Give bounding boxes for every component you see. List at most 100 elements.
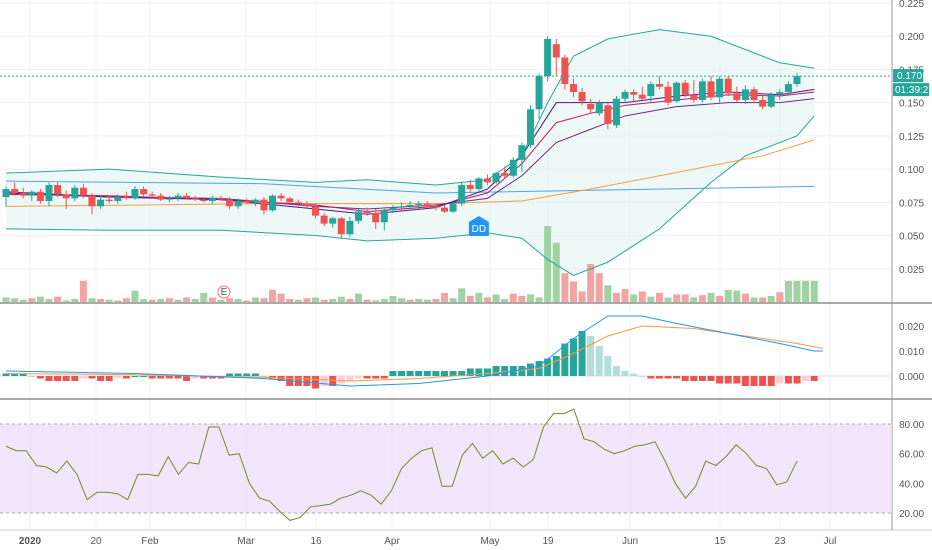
x-tick-label: 16 — [310, 536, 322, 547]
candle — [621, 92, 629, 99]
macd-histogram-bar — [466, 368, 474, 376]
volume-bar — [131, 290, 139, 302]
volume-bar — [372, 300, 380, 302]
volume-bar — [380, 298, 388, 302]
volume-bar — [741, 293, 749, 302]
macd-histogram-bar — [621, 371, 629, 376]
candle — [526, 109, 534, 146]
candle — [475, 178, 483, 190]
candle — [544, 38, 552, 77]
volume-bar — [294, 299, 302, 302]
rsi-tick-label: 20.00 — [899, 509, 924, 520]
volume-bar — [28, 298, 36, 302]
macd-histogram-bar — [664, 376, 672, 379]
macd-histogram-bar — [458, 371, 466, 376]
candle — [561, 57, 569, 85]
volume-bar — [630, 294, 638, 302]
volume-bar — [690, 297, 698, 302]
macd-histogram-bar — [114, 376, 122, 379]
candle — [492, 173, 500, 183]
volume-bar — [587, 264, 595, 302]
candle — [655, 84, 663, 87]
macd-histogram-bar — [183, 376, 191, 381]
candle — [71, 187, 79, 199]
macd-histogram-bar — [122, 376, 130, 379]
macd-histogram-bar — [544, 358, 552, 376]
macd-histogram-bar — [28, 376, 36, 377]
macd-histogram-bar — [320, 376, 328, 386]
volume-bar — [234, 298, 242, 302]
candle — [363, 211, 371, 213]
volume-bar — [355, 293, 363, 302]
macd-histogram-bar — [690, 376, 698, 381]
price-tick-label: 0.150 — [899, 99, 924, 110]
macd-histogram-bar — [363, 376, 371, 379]
volume-bar — [552, 242, 560, 302]
volume-bar — [595, 273, 603, 302]
x-tick-label: May — [481, 536, 500, 547]
candle — [157, 195, 165, 200]
candle — [294, 202, 302, 204]
macd-histogram-bar — [251, 373, 259, 376]
candle — [458, 185, 466, 204]
x-tick-label: Jun — [622, 536, 638, 547]
macd-histogram-bar — [492, 366, 500, 376]
volume-bar — [647, 296, 655, 302]
macd-histogram-bar — [724, 376, 732, 384]
macd-line — [5, 315, 823, 387]
x-tick-label: Jul — [824, 536, 837, 547]
macd-histogram-bar — [707, 376, 715, 381]
volume-bar — [337, 296, 345, 302]
macd-histogram-bar — [432, 371, 440, 376]
candle — [501, 173, 509, 176]
macd-histogram-bar — [36, 376, 44, 379]
volume-bar — [750, 297, 758, 302]
candle — [97, 199, 105, 207]
volume-bar — [612, 292, 620, 302]
candle — [346, 220, 354, 235]
macd-histogram-bar — [810, 376, 818, 381]
candle — [88, 195, 96, 207]
candle — [380, 210, 388, 223]
macd-histogram-bar — [630, 373, 638, 376]
macd-histogram-bar — [587, 336, 595, 376]
macd-histogram-bar — [312, 376, 320, 389]
volume-bar — [11, 298, 19, 302]
macd-histogram-bar — [208, 376, 216, 379]
candle — [612, 98, 620, 126]
rsi-tick-label: 80.00 — [899, 420, 924, 431]
x-tick-label: 2020 — [19, 536, 42, 547]
volume-bar — [277, 293, 285, 302]
candle — [226, 199, 234, 207]
candle — [741, 89, 749, 101]
macd-histogram-bar — [578, 331, 586, 376]
candle — [200, 199, 208, 202]
price-tick-label: 0.125 — [899, 132, 924, 143]
volume-bar — [509, 293, 517, 302]
macd-histogram-bar — [767, 376, 775, 386]
macd-histogram-bar — [398, 371, 405, 376]
candle — [432, 206, 440, 208]
volume-bar — [148, 299, 156, 302]
macd-histogram-bar — [741, 376, 749, 386]
candle — [578, 92, 586, 102]
candle — [183, 195, 191, 199]
candles[interactable] — [2, 36, 801, 239]
candle — [45, 185, 53, 202]
candle — [372, 212, 380, 223]
candle — [329, 218, 337, 224]
earnings-marker-label: E — [221, 287, 228, 298]
volume-bar — [226, 298, 234, 302]
volume-bar — [415, 298, 423, 302]
candle — [664, 86, 672, 103]
rsi-tick-label: 60.00 — [899, 450, 924, 461]
annotations: DD E — [217, 216, 489, 299]
macd-histogram-bar — [716, 376, 724, 384]
volume-bar — [389, 295, 397, 302]
macd-tick-label: 0.000 — [899, 372, 924, 383]
volume-bar — [569, 281, 577, 302]
macd-histogram-bar — [45, 376, 53, 381]
volume-bar — [802, 280, 810, 302]
candle — [716, 78, 724, 98]
